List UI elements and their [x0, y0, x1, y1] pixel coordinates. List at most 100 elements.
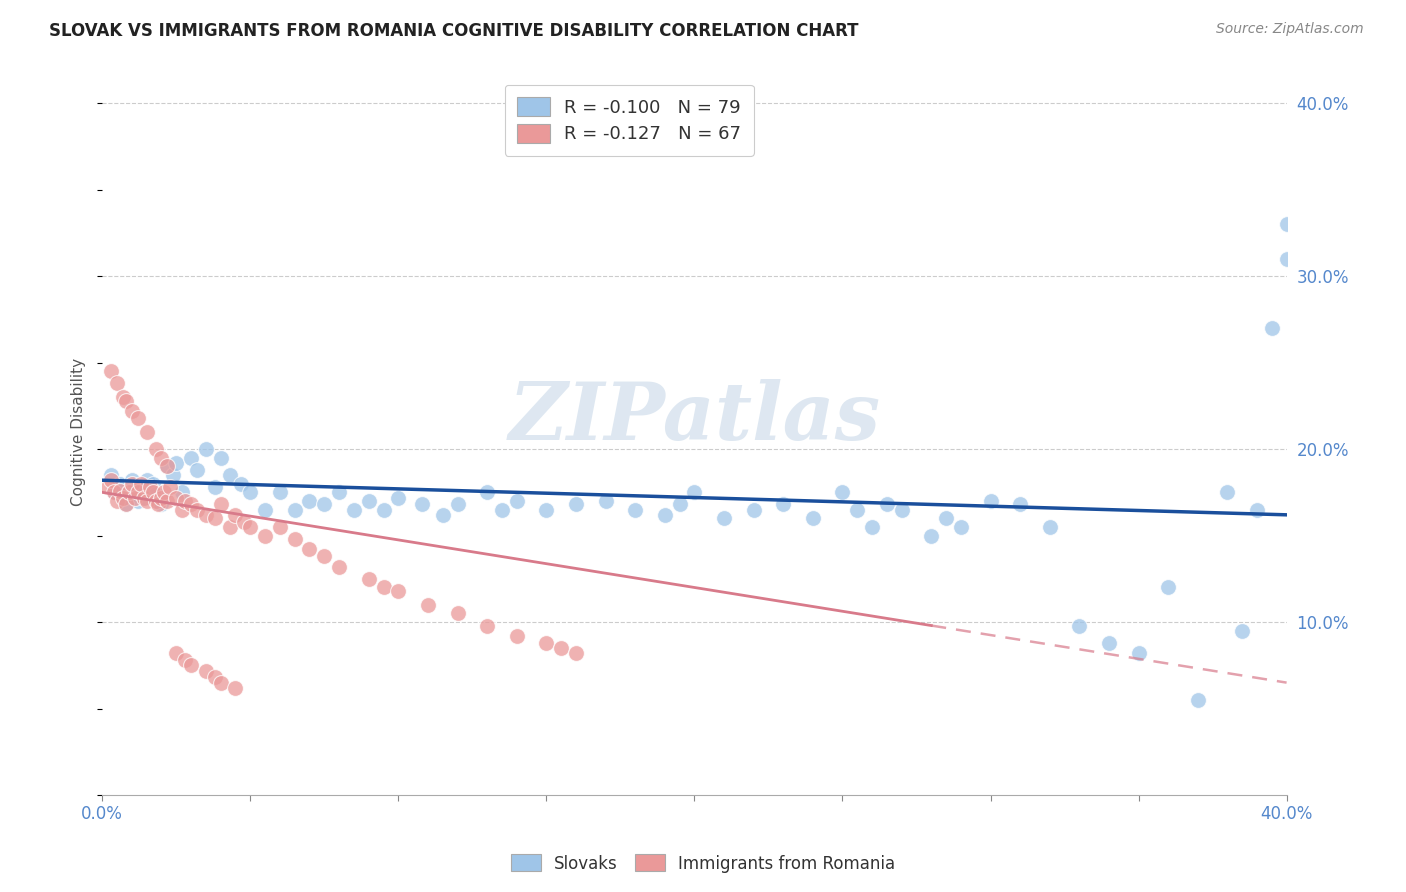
Point	[135, 425, 157, 439]
Point	[772, 498, 794, 512]
Point	[979, 494, 1001, 508]
Point	[1128, 646, 1150, 660]
Point	[108, 476, 131, 491]
Point	[506, 629, 529, 643]
Point	[145, 494, 167, 508]
Point	[129, 476, 152, 491]
Point	[475, 618, 498, 632]
Point	[373, 581, 395, 595]
Point	[150, 450, 173, 465]
Point	[269, 520, 291, 534]
Point	[209, 450, 232, 465]
Point	[565, 498, 588, 512]
Point	[180, 450, 202, 465]
Text: SLOVAK VS IMMIGRANTS FROM ROMANIA COGNITIVE DISABILITY CORRELATION CHART: SLOVAK VS IMMIGRANTS FROM ROMANIA COGNIT…	[49, 22, 859, 40]
Point	[1246, 502, 1268, 516]
Point	[491, 502, 513, 516]
Point	[100, 468, 122, 483]
Point	[239, 485, 262, 500]
Point	[890, 502, 912, 516]
Point	[506, 494, 529, 508]
Point	[298, 494, 321, 508]
Point	[1039, 520, 1062, 534]
Point	[118, 485, 141, 500]
Point	[239, 520, 262, 534]
Point	[156, 459, 179, 474]
Point	[595, 494, 617, 508]
Point	[141, 476, 163, 491]
Point	[831, 485, 853, 500]
Point	[162, 468, 184, 483]
Point	[194, 508, 217, 522]
Point	[357, 494, 380, 508]
Point	[132, 491, 155, 505]
Point	[121, 473, 143, 487]
Point	[150, 498, 173, 512]
Point	[148, 494, 170, 508]
Point	[145, 442, 167, 456]
Point	[138, 483, 160, 498]
Point	[218, 520, 240, 534]
Point	[224, 508, 246, 522]
Point	[165, 456, 187, 470]
Point	[1275, 217, 1298, 231]
Point	[204, 511, 226, 525]
Point	[97, 480, 120, 494]
Point	[180, 658, 202, 673]
Point	[165, 646, 187, 660]
Point	[129, 480, 152, 494]
Point	[1098, 636, 1121, 650]
Point	[387, 491, 409, 505]
Point	[172, 502, 194, 516]
Point	[411, 498, 433, 512]
Point	[1157, 581, 1180, 595]
Point	[446, 498, 468, 512]
Point	[475, 485, 498, 500]
Point	[127, 485, 149, 500]
Point	[132, 491, 155, 505]
Point	[432, 508, 454, 522]
Point	[127, 494, 149, 508]
Point	[1010, 498, 1032, 512]
Point	[233, 515, 256, 529]
Point	[121, 404, 143, 418]
Point	[156, 459, 179, 474]
Point	[446, 607, 468, 621]
Point	[153, 485, 176, 500]
Point	[920, 528, 942, 542]
Point	[115, 498, 138, 512]
Point	[135, 473, 157, 487]
Point	[165, 491, 187, 505]
Point	[159, 480, 181, 494]
Point	[100, 473, 122, 487]
Text: Source: ZipAtlas.com: Source: ZipAtlas.com	[1216, 22, 1364, 37]
Point	[668, 498, 690, 512]
Point	[174, 494, 197, 508]
Point	[298, 542, 321, 557]
Y-axis label: Cognitive Disability: Cognitive Disability	[72, 358, 86, 506]
Point	[373, 502, 395, 516]
Point	[550, 640, 572, 655]
Point	[1187, 693, 1209, 707]
Point	[111, 491, 134, 505]
Point	[135, 494, 157, 508]
Point	[218, 468, 240, 483]
Point	[1261, 321, 1284, 335]
Point	[269, 485, 291, 500]
Point	[121, 476, 143, 491]
Point	[186, 502, 208, 516]
Point	[254, 528, 277, 542]
Point	[860, 520, 883, 534]
Point	[357, 572, 380, 586]
Point	[343, 502, 366, 516]
Point	[949, 520, 972, 534]
Point	[387, 583, 409, 598]
Point	[174, 653, 197, 667]
Point	[231, 476, 253, 491]
Point	[713, 511, 735, 525]
Point	[224, 681, 246, 695]
Point	[138, 480, 160, 494]
Point	[124, 491, 146, 505]
Point	[683, 485, 706, 500]
Point	[328, 485, 350, 500]
